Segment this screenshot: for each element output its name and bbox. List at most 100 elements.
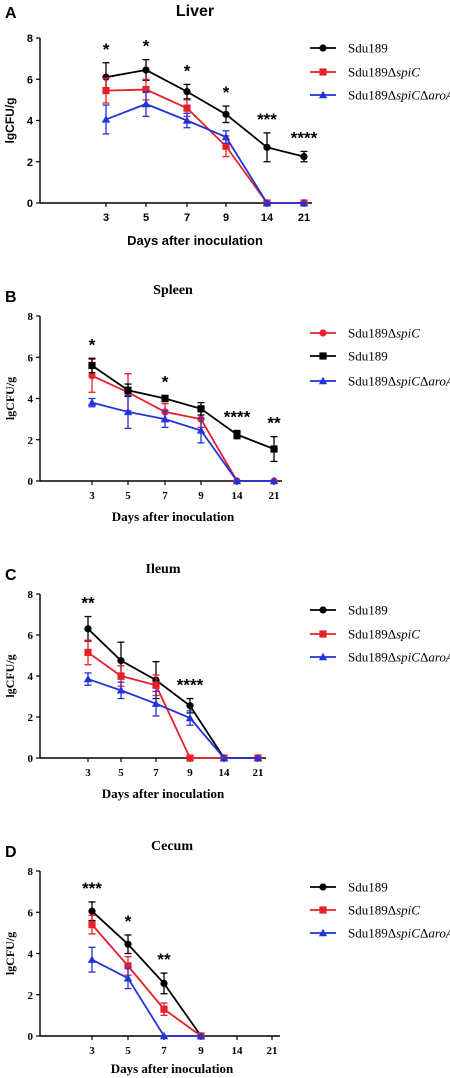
legend-item: Sdu189 — [310, 880, 388, 895]
series-sdu189 — [102, 59, 308, 163]
data-point — [124, 962, 132, 970]
significance-label: ** — [157, 950, 171, 969]
y-tick-label: 6 — [28, 907, 34, 919]
data-point — [88, 921, 96, 929]
data-point — [102, 73, 110, 81]
series-sdu189spic — [84, 639, 262, 762]
y-tick-label: 8 — [28, 311, 34, 323]
significance-label: **** — [291, 128, 318, 147]
legend-marker — [318, 90, 328, 99]
x-tick-label: 3 — [89, 490, 95, 502]
chart-title: Ileum — [146, 562, 181, 577]
legend-label: Sdu189ΔspiCΔaroA — [348, 650, 450, 665]
data-point — [300, 152, 308, 161]
legend-label: Sdu189ΔspiCΔaroA — [348, 926, 450, 941]
data-point — [152, 681, 160, 689]
legend-label: Sdu189 — [348, 880, 388, 895]
legend-marker — [318, 376, 328, 385]
data-point — [299, 198, 309, 207]
legend-marker — [319, 68, 327, 76]
legend-marker — [319, 329, 327, 337]
x-tick-label: 9 — [198, 490, 204, 502]
data-point — [185, 713, 195, 722]
data-point — [183, 88, 191, 96]
y-axis-title: lgCFU/g — [3, 98, 17, 144]
data-point — [87, 955, 97, 963]
series-line — [91, 401, 274, 482]
x-axis-title: Days after inoculation — [102, 786, 225, 801]
chart-panel-c: C Ileum 0 2 4 6 8 lgCFU/g 3 5 7 9 14 21 Days after ino… — [3, 562, 450, 801]
x-tick-label: 7 — [162, 490, 168, 502]
data-point — [88, 372, 96, 380]
data-point — [84, 625, 92, 633]
x-tick-label: 14 — [261, 212, 274, 224]
data-point — [161, 394, 169, 403]
legend-item: Sdu189 — [310, 349, 388, 364]
y-tick-label: 2 — [28, 712, 34, 724]
data-point — [151, 699, 161, 707]
data-point — [102, 86, 110, 95]
data-point — [160, 1005, 168, 1013]
series-sdu189spicaroa — [87, 394, 279, 485]
x-tick-label: 5 — [143, 212, 149, 224]
data-point — [116, 686, 126, 694]
data-point — [142, 85, 150, 94]
legend-label: Sdu189 — [348, 603, 388, 618]
data-point — [269, 476, 279, 485]
series-line — [105, 69, 305, 158]
data-point — [222, 110, 230, 118]
y-tick-label: 2 — [28, 990, 34, 1002]
data-point — [262, 198, 272, 207]
x-tick-label: 7 — [184, 212, 190, 224]
panel-label: A — [5, 5, 17, 22]
series-line — [91, 924, 202, 1037]
legend-marker — [318, 652, 328, 661]
data-point — [219, 753, 229, 762]
legend-label: Sdu189ΔspiC — [348, 65, 420, 80]
y-tick-label: 8 — [28, 589, 34, 601]
data-point — [222, 142, 230, 150]
data-point — [233, 430, 241, 439]
significance-label: * — [103, 40, 110, 59]
series-line — [105, 88, 304, 204]
data-point — [270, 445, 278, 453]
significance-label: * — [125, 912, 132, 931]
legend-item: Sdu189ΔspiC — [310, 65, 420, 80]
legend-item: Sdu189ΔspiC — [310, 627, 420, 642]
x-axis-title: Days after inoculation — [127, 233, 263, 248]
x-tick-label: 3 — [85, 767, 91, 779]
data-point — [101, 115, 111, 123]
legend-item: Sdu189ΔspiCΔaroA — [310, 926, 450, 941]
chart-panel-d: D Cecum 0 2 4 6 8 lgCFU/g 3 5 7 9 14 21 Days after ino… — [3, 839, 450, 1076]
data-point — [183, 104, 191, 112]
data-point — [84, 648, 92, 657]
series-sdu189spic — [88, 914, 205, 1040]
series-sdu189 — [84, 615, 262, 762]
x-tick-label: 7 — [153, 767, 159, 779]
data-point — [263, 143, 271, 151]
chart-panel-b: B Spleen 0 2 4 6 8 lgCFU/g 3 5 7 9 14 21 Days after in… — [3, 283, 450, 524]
significance-label: **** — [224, 407, 251, 426]
panel-label: D — [5, 844, 17, 861]
legend-marker — [319, 606, 327, 614]
legend-label: Sdu189ΔspiC — [348, 326, 420, 341]
series-sdu189spic — [102, 77, 308, 207]
significance-label: *** — [257, 110, 277, 129]
y-tick-label: 8 — [27, 33, 33, 45]
legend-marker — [319, 630, 327, 638]
series-sdu189spicaroa — [87, 946, 206, 1040]
x-tick-label: 14 — [219, 767, 231, 779]
chart-panel-a: A Liver 0 2 4 6 8 lgCFU/g 3 5 7 9 14 21 Days after ino… — [3, 3, 450, 248]
significance-label: * — [89, 335, 96, 354]
data-point — [160, 414, 170, 423]
panel-label: B — [5, 289, 17, 306]
x-tick-label: 3 — [103, 212, 109, 224]
data-point — [88, 361, 96, 370]
x-tick-label: 5 — [125, 490, 131, 502]
data-point — [186, 702, 194, 710]
legend-item: Sdu189ΔspiCΔaroA — [310, 88, 450, 103]
y-axis-title: lgCFU/g — [3, 377, 17, 420]
y-tick-label: 0 — [28, 753, 34, 765]
chart-title: Spleen — [153, 283, 193, 298]
